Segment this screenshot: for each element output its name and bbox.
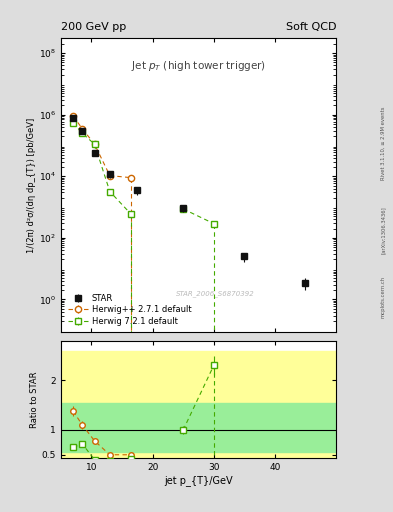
Text: [arXiv:1306.3436]: [arXiv:1306.3436] (381, 206, 386, 254)
Y-axis label: 1/(2π) d²σ/(dη dp_{T}) [pb/GeV]: 1/(2π) d²σ/(dη dp_{T}) [pb/GeV] (27, 118, 36, 253)
Text: mcplots.cern.ch: mcplots.cern.ch (381, 276, 386, 318)
Text: Soft QCD: Soft QCD (286, 22, 336, 32)
Y-axis label: Ratio to STAR: Ratio to STAR (30, 371, 39, 428)
Text: STAR_2006_S6870392: STAR_2006_S6870392 (176, 290, 254, 297)
Text: Jet $p_T$ (high tower trigger): Jet $p_T$ (high tower trigger) (131, 59, 266, 73)
Legend: STAR, Herwig++ 2.7.1 default, Herwig 7.2.1 default: STAR, Herwig++ 2.7.1 default, Herwig 7.2… (65, 291, 194, 328)
Text: Rivet 3.1.10, ≥ 2.9M events: Rivet 3.1.10, ≥ 2.9M events (381, 106, 386, 180)
Text: 200 GeV pp: 200 GeV pp (61, 22, 126, 32)
X-axis label: jet p_{T}/GeV: jet p_{T}/GeV (164, 475, 233, 486)
